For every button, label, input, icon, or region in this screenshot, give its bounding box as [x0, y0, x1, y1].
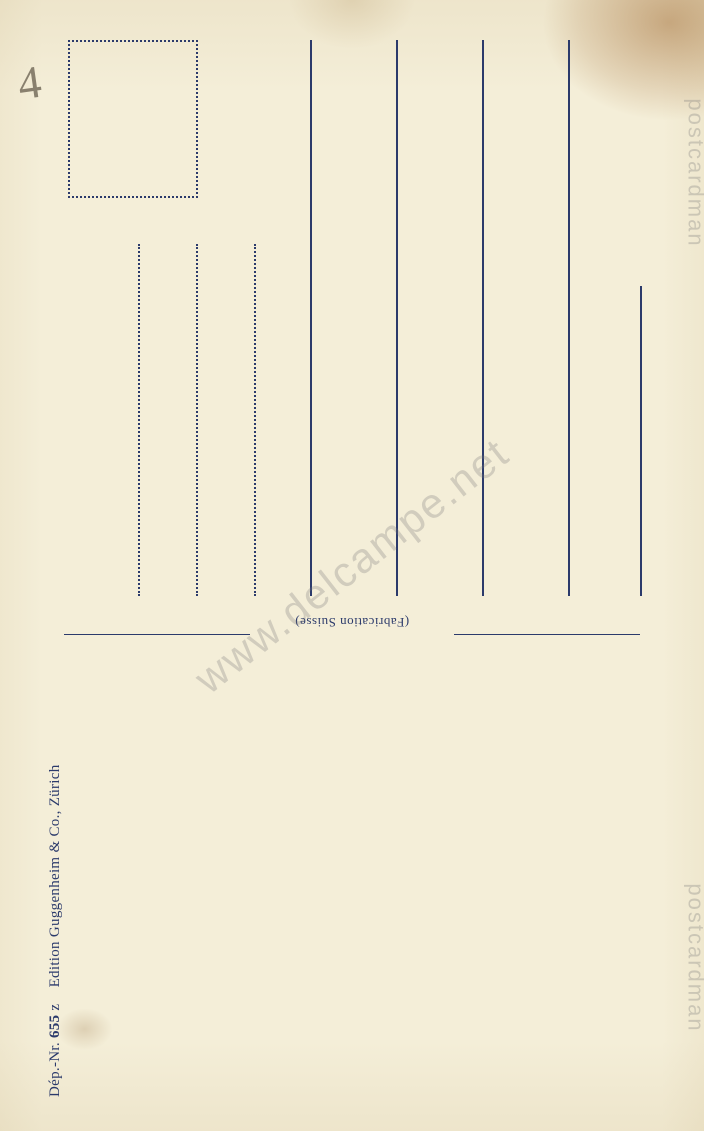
pencil-annotation: 4: [14, 55, 44, 111]
center-divider-left: [64, 634, 250, 635]
stamp-box: [68, 40, 198, 198]
message-line-2: [196, 244, 198, 596]
watermark-main: www.delcampe.net: [186, 428, 519, 703]
fabrication-label: (Fabrication Suisse): [295, 614, 409, 630]
publisher-name: Edition Guggenheim & Co., Zürich: [47, 765, 63, 988]
address-line-1: [310, 40, 312, 596]
publisher-prefix: Dép.-Nr.: [47, 1042, 63, 1097]
message-line-1: [138, 244, 140, 596]
watermark-side-top: postcardman: [682, 98, 704, 247]
publisher-imprint: Dép.-Nr. 655 z Edition Guggenheim & Co.,…: [47, 765, 64, 1098]
address-line-4: [568, 40, 570, 596]
address-underline: [640, 286, 642, 596]
watermark-side-bottom: postcardman: [682, 883, 704, 1032]
message-line-3: [254, 244, 256, 596]
address-line-2: [396, 40, 398, 596]
publisher-suffix: z: [47, 1004, 63, 1011]
address-line-3: [482, 40, 484, 596]
publisher-number: 655: [47, 1015, 63, 1038]
center-divider-right: [454, 634, 640, 635]
